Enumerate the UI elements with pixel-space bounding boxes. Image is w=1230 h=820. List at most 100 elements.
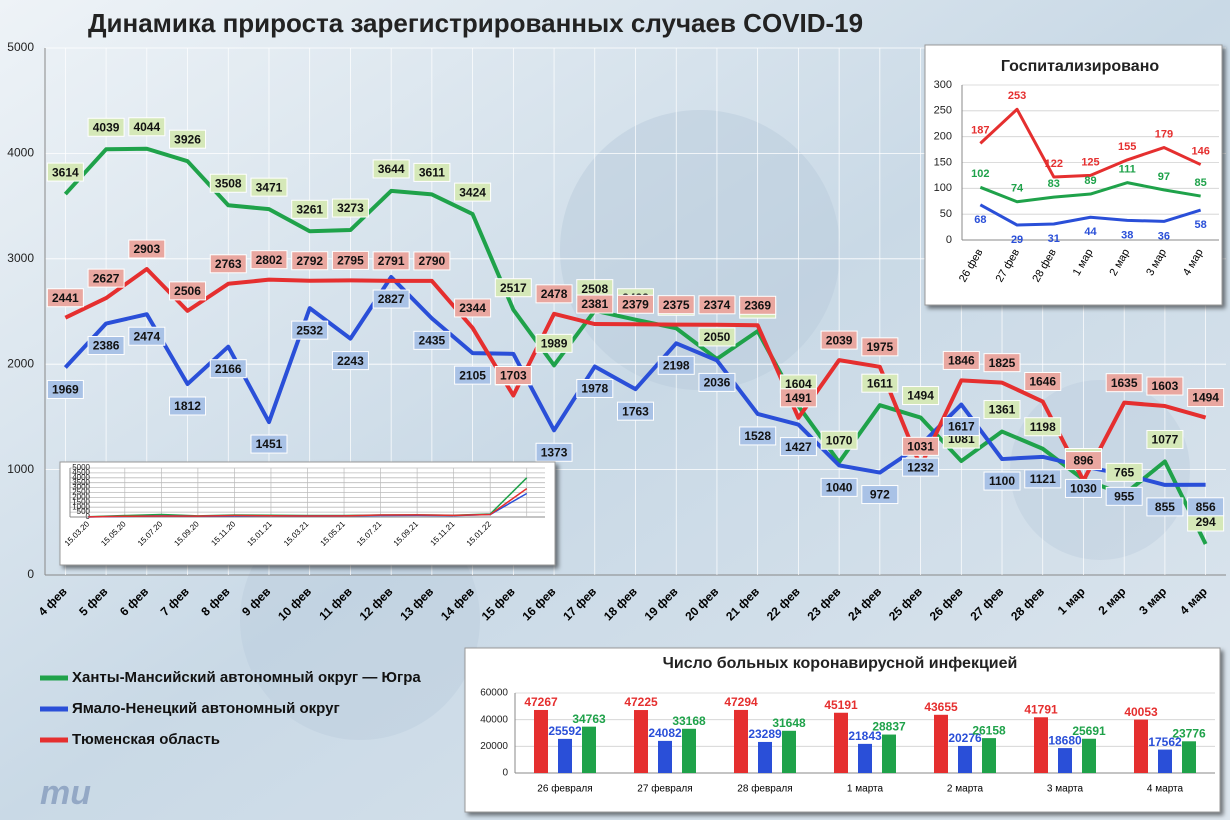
data-label: 1646 [1029,375,1056,389]
data-label: 2792 [296,254,323,268]
bar [734,709,748,773]
data-label: 24082 [648,726,682,740]
data-label: 4044 [133,120,160,134]
data-label: 253 [1008,90,1026,102]
label-box [454,365,492,385]
label-box [820,477,858,497]
data-label: 1603 [1152,379,1179,393]
label-box [942,350,980,370]
data-label: 1763 [622,404,649,418]
x-tick-label: 1 марта [847,784,884,795]
data-label: 28837 [872,720,906,734]
data-label: 1978 [581,382,608,396]
data-label: 74 [1011,183,1024,195]
label-box [942,417,980,437]
label-box [250,250,288,270]
label-box [128,239,166,259]
label-box [494,278,532,298]
label-box [1064,451,1102,471]
data-label: 25592 [548,724,582,738]
legend-label: Ямало-Ненецкий автономный округ [72,700,340,717]
data-label: 1232 [907,460,934,474]
data-label: 1812 [174,399,201,413]
y-tick-label: 5000 [7,40,34,54]
y-tick-label: 250 [934,105,952,117]
label-box [535,284,573,304]
label-box [1064,478,1102,498]
x-tick-label: 4 марта [1147,784,1184,795]
label-box [902,457,940,477]
data-label: 3508 [215,176,242,190]
series-line [63,146,1208,545]
x-tick-label: 3 марта [1047,784,1084,795]
label-box [1146,376,1184,396]
data-label: 85 [1195,177,1207,189]
data-label: 2474 [133,329,160,343]
data-label: 955 [1114,490,1134,504]
label-box [1024,417,1062,437]
data-label: 68 [974,214,986,226]
data-label: 3926 [174,132,201,146]
label-box [1105,486,1143,506]
label-box [535,442,573,462]
bar [682,728,696,773]
data-label: 2369 [744,298,771,312]
bar-chart: 0 20000 40000 60000 26 февраля 47267 255923476… [480,688,1215,795]
data-label: 102 [971,168,989,180]
label-box [861,373,899,393]
data-label: 855 [1155,500,1175,514]
data-label: 26158 [972,723,1006,737]
bar [1082,738,1096,773]
data-label: 2763 [215,257,242,271]
y-tick-label: 300 [934,79,952,91]
data-label: 1635 [1111,376,1138,390]
data-label: 2050 [704,330,731,344]
data-label: 40053 [1124,705,1158,719]
data-label: 2627 [93,271,120,285]
data-label: 31 [1048,233,1060,245]
bar [982,738,996,773]
data-label: 29 [1011,234,1023,246]
series-line [64,267,1207,483]
bar [534,709,548,773]
data-label: 1611 [867,376,893,390]
data-label: 1198 [1030,420,1056,434]
data-label: 2039 [826,333,853,347]
y-tick-label: 1000 [7,462,34,476]
y-tick-label: 5000 [72,463,90,472]
label-box [87,117,125,137]
x-tick-label: 2 марта [947,784,984,795]
bar [934,714,948,773]
data-label: 3471 [256,180,283,194]
label-box [779,437,817,457]
y-tick-label: 4500 [72,468,90,477]
data-label: 896 [1073,454,1093,468]
label-box [291,320,329,340]
data-label: 1604 [785,377,812,391]
data-label: 2198 [663,359,690,373]
label-box [291,251,329,271]
label-box [983,400,1021,420]
y-tick-label: 3000 [72,483,90,492]
label-box [820,330,858,350]
data-label: 3261 [296,202,323,216]
data-label: 1825 [989,356,1016,370]
data-label: 2532 [296,323,323,337]
label-box [861,337,899,357]
y-tick-label: 3000 [7,251,34,265]
label-box [1187,497,1225,517]
data-label: 2790 [419,254,446,268]
label-box [331,250,369,270]
data-label: 972 [870,488,890,502]
data-label: 1491 [785,391,812,405]
label-box [87,336,125,356]
data-label: 3611 [419,166,445,180]
data-label: 2036 [704,376,731,390]
label-box [698,295,736,315]
chart-title: Число больных коронавирусной инфекцией [663,655,1018,672]
label-box [169,396,207,416]
label-box [209,254,247,274]
label-box [46,288,84,308]
data-label: 2517 [500,281,527,295]
bar [634,710,648,773]
